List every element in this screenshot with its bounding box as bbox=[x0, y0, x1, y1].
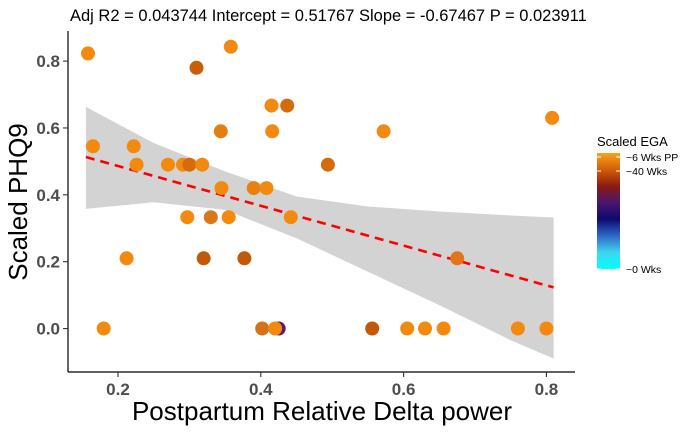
data-point bbox=[510, 321, 525, 336]
y-tick-label: 0.8 bbox=[36, 52, 60, 71]
data-point bbox=[81, 46, 95, 61]
data-point bbox=[265, 124, 280, 139]
x-axis-label: Postpartum Relative Delta power bbox=[132, 396, 512, 426]
y-tick-label: 0.2 bbox=[36, 253, 60, 272]
data-point bbox=[264, 98, 279, 113]
data-point bbox=[365, 321, 380, 336]
data-point bbox=[255, 321, 270, 336]
data-point bbox=[221, 210, 236, 225]
y-tick-label: 0.4 bbox=[36, 186, 60, 205]
data-point bbox=[213, 124, 228, 139]
chart-title: Adj R2 = 0.043744 Intercept = 0.51767 Sl… bbox=[70, 7, 587, 25]
trend-line bbox=[85, 155, 554, 289]
data-point bbox=[129, 157, 144, 172]
data-point bbox=[400, 321, 415, 336]
data-point bbox=[545, 110, 560, 125]
data-point bbox=[450, 251, 465, 266]
legend-label: ~6 Wks PP bbox=[626, 152, 678, 164]
legend-colorbar bbox=[597, 153, 620, 269]
y-tick-label: 0.6 bbox=[36, 119, 60, 138]
points-layer bbox=[81, 39, 560, 336]
legend-label: ~40 Wks bbox=[626, 166, 667, 178]
data-point bbox=[237, 251, 252, 266]
data-point bbox=[203, 210, 218, 225]
data-point bbox=[86, 139, 100, 154]
data-point bbox=[320, 157, 335, 172]
data-point bbox=[418, 321, 432, 336]
data-point bbox=[223, 39, 238, 54]
data-point bbox=[126, 139, 141, 154]
data-point bbox=[182, 157, 197, 172]
data-point bbox=[180, 210, 195, 225]
data-point bbox=[539, 321, 554, 336]
data-point bbox=[376, 124, 391, 139]
legend-label: ~0 Wks bbox=[626, 264, 661, 276]
confidence-band bbox=[85, 106, 554, 359]
data-point bbox=[246, 181, 261, 196]
data-point bbox=[214, 181, 229, 196]
y-axis-label: Scaled PHQ9 bbox=[3, 123, 33, 281]
axes: 0.2 0.4 0.6 0.8 0.0 0.2 0.4 0.6 0.8 bbox=[36, 31, 575, 399]
x-tick-label: 0.6 bbox=[392, 380, 416, 399]
color-legend: Scaled EGA ~6 Wks PP ~40 Wks ~0 Wks bbox=[597, 134, 678, 276]
data-point bbox=[283, 210, 298, 225]
data-point bbox=[161, 157, 175, 172]
x-tick-label: 0.8 bbox=[535, 380, 559, 399]
confidence-band-layer bbox=[85, 106, 554, 359]
data-point bbox=[189, 60, 204, 75]
data-point bbox=[195, 157, 210, 172]
data-point bbox=[119, 251, 134, 266]
data-point bbox=[280, 98, 295, 113]
data-point bbox=[259, 181, 274, 196]
y-tick-label: 0.0 bbox=[36, 320, 60, 339]
x-tick-label: 0.4 bbox=[249, 380, 273, 399]
legend-title: Scaled EGA bbox=[597, 134, 668, 149]
trend-line-layer bbox=[85, 155, 554, 289]
data-point bbox=[196, 251, 211, 266]
data-point bbox=[268, 321, 283, 336]
x-tick-label: 0.2 bbox=[106, 380, 130, 399]
data-point bbox=[96, 321, 111, 336]
data-point bbox=[436, 321, 451, 336]
